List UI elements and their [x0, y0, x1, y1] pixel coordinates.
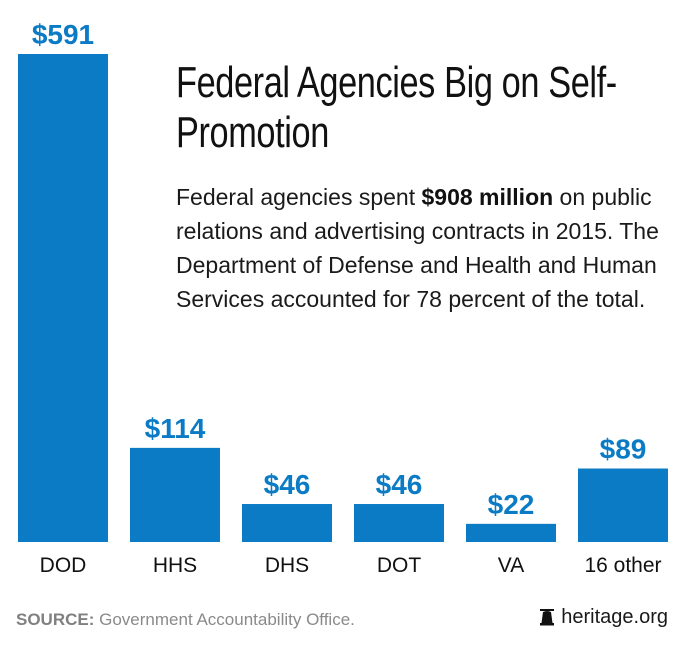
category-label: DOT [377, 554, 422, 577]
liberty-bell-icon [540, 608, 555, 625]
data-label: $591 [32, 19, 94, 50]
description-text: on public relations and advertising cont… [176, 184, 659, 312]
category-label: DHS [265, 554, 309, 577]
category-label: DOD [40, 554, 87, 577]
bar-16-other [578, 468, 668, 542]
source-text: Government Accountability Office. [94, 610, 355, 629]
data-label: $46 [264, 469, 311, 500]
bar-hhs [130, 447, 220, 542]
data-label: $22 [488, 489, 535, 520]
bar-dot [354, 504, 444, 542]
description-highlight: $908 million [421, 184, 554, 210]
category-label: VA [498, 554, 524, 577]
brand: heritage.org [539, 606, 668, 629]
data-label: $89 [600, 434, 647, 465]
description-text: Federal agencies spent [176, 184, 422, 210]
category-label: 16 other [584, 554, 661, 577]
category-label: HHS [153, 554, 197, 577]
source-note: SOURCE: Government Accountability Office… [16, 610, 355, 630]
bar-dod [18, 54, 108, 542]
chart-title: Federal Agencies Big on Self-Promotion [176, 58, 617, 157]
source-label: SOURCE: [16, 610, 95, 629]
chart-description: Federal agencies spent $908 million on p… [176, 180, 676, 316]
bar-dhs [242, 504, 332, 542]
bar-va [466, 523, 556, 542]
data-label: $46 [376, 469, 423, 500]
data-label: $114 [145, 413, 206, 444]
brand-text: heritage.org [561, 606, 668, 628]
